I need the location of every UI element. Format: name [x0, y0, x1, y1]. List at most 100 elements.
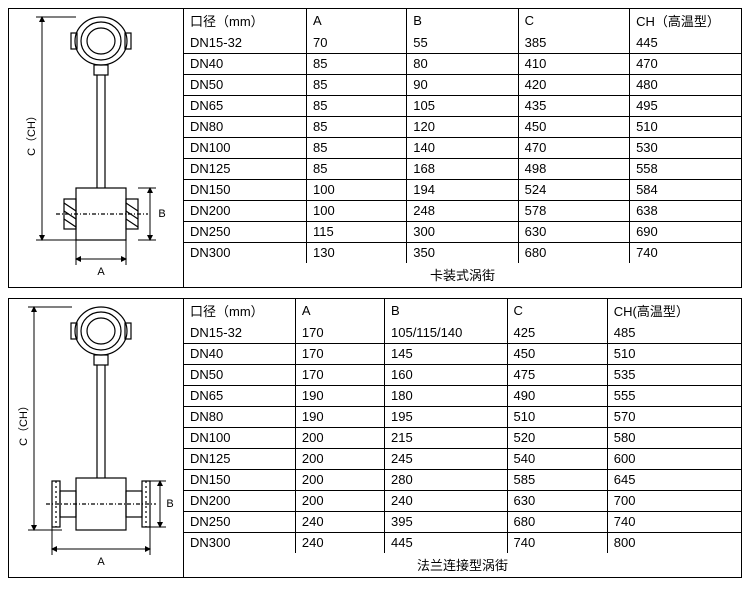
- cell: 190: [295, 406, 384, 427]
- table-row: DN300240445740800: [184, 532, 741, 553]
- cell: 490: [507, 385, 607, 406]
- cell: DN200: [184, 200, 307, 221]
- cell: 580: [607, 427, 741, 448]
- cell: 350: [407, 242, 518, 263]
- cell: 498: [518, 158, 629, 179]
- cell: 450: [507, 343, 607, 364]
- cell: 115: [307, 221, 407, 242]
- cell: 280: [385, 469, 508, 490]
- cell: 445: [385, 532, 508, 553]
- cell: 170: [295, 322, 384, 343]
- table-row: DN250115300630690: [184, 221, 741, 242]
- cell: DN200: [184, 490, 295, 511]
- column-header: B: [385, 299, 508, 322]
- table-row: DN408580410470: [184, 53, 741, 74]
- cell: 215: [385, 427, 508, 448]
- column-header: 口径（mm）: [184, 299, 295, 322]
- cell: 638: [630, 200, 741, 221]
- table-row: DN125200245540600: [184, 448, 741, 469]
- cell: DN300: [184, 242, 307, 263]
- cell: 85: [307, 158, 407, 179]
- cell: 535: [607, 364, 741, 385]
- dim-c-label: C（CH）: [25, 110, 38, 156]
- cell: 450: [518, 116, 629, 137]
- cell: DN100: [184, 137, 307, 158]
- cell: 410: [518, 53, 629, 74]
- table-row: DN200100248578638: [184, 200, 741, 221]
- column-header: CH（高温型）: [630, 9, 741, 32]
- cell: 200: [295, 448, 384, 469]
- cell: DN65: [184, 95, 307, 116]
- table-row: DN12585168498558: [184, 158, 741, 179]
- cell: 645: [607, 469, 741, 490]
- diagram-flange: C（CH） B A: [9, 299, 184, 577]
- table-row: DN200200240630700: [184, 490, 741, 511]
- table-row: DN6585105435495: [184, 95, 741, 116]
- column-header: 口径（mm）: [184, 9, 307, 32]
- cell: 690: [630, 221, 741, 242]
- cell: DN150: [184, 179, 307, 200]
- flange-caption: 法兰连接型涡街: [184, 553, 741, 576]
- cell: 395: [385, 511, 508, 532]
- cell: DN100: [184, 427, 295, 448]
- table-row: DN150200280585645: [184, 469, 741, 490]
- cell: 445: [630, 32, 741, 53]
- cell: 800: [607, 532, 741, 553]
- cell: 510: [630, 116, 741, 137]
- dim-a-label: A: [97, 266, 105, 278]
- column-header: CH(高温型）: [607, 299, 741, 322]
- cell: 160: [385, 364, 508, 385]
- table-row: DN250240395680740: [184, 511, 741, 532]
- cell: DN80: [184, 406, 295, 427]
- cell: DN250: [184, 511, 295, 532]
- cell: 300: [407, 221, 518, 242]
- cell: 630: [518, 221, 629, 242]
- cell: 585: [507, 469, 607, 490]
- cell: 420: [518, 74, 629, 95]
- cell: 80: [407, 53, 518, 74]
- cell: 195: [385, 406, 508, 427]
- cell: 85: [307, 95, 407, 116]
- cell: 480: [630, 74, 741, 95]
- cell: 245: [385, 448, 508, 469]
- column-header: A: [295, 299, 384, 322]
- table-row: DN65190180490555: [184, 385, 741, 406]
- cell: 120: [407, 116, 518, 137]
- cell: 570: [607, 406, 741, 427]
- cell: 248: [407, 200, 518, 221]
- panel-wafer: C（CH） B A 口径（mm）ABCCH（高温型） DN15-32705538…: [8, 8, 742, 288]
- cell: 600: [607, 448, 741, 469]
- cell: 180: [385, 385, 508, 406]
- cell: 555: [607, 385, 741, 406]
- cell: 190: [295, 385, 384, 406]
- cell: DN150: [184, 469, 295, 490]
- cell: DN50: [184, 74, 307, 95]
- cell: DN40: [184, 53, 307, 74]
- cell: 105: [407, 95, 518, 116]
- cell: 200: [295, 469, 384, 490]
- cell: 200: [295, 427, 384, 448]
- cell: 100: [307, 200, 407, 221]
- cell: 520: [507, 427, 607, 448]
- cell: DN15-32: [184, 322, 295, 343]
- cell: DN300: [184, 532, 295, 553]
- cell: 470: [518, 137, 629, 158]
- table-row: DN8085120450510: [184, 116, 741, 137]
- table-row: DN80190195510570: [184, 406, 741, 427]
- wafer-dimension-table: 口径（mm）ABCCH（高温型） DN15-327055385445DN4085…: [184, 9, 741, 286]
- cell: 105/115/140: [385, 322, 508, 343]
- dim-b-label: B: [166, 498, 173, 510]
- cell: 385: [518, 32, 629, 53]
- cell: 510: [507, 406, 607, 427]
- cell: 100: [307, 179, 407, 200]
- cell: 85: [307, 137, 407, 158]
- cell: 435: [518, 95, 629, 116]
- cell: 194: [407, 179, 518, 200]
- cell: 425: [507, 322, 607, 343]
- panel-flange: C（CH） B A 口径（mm）ABCCH(高温型） DN15-32170105…: [8, 298, 742, 578]
- cell: 740: [630, 242, 741, 263]
- cell: 130: [307, 242, 407, 263]
- cell: 540: [507, 448, 607, 469]
- cell: 170: [295, 364, 384, 385]
- cell: DN125: [184, 448, 295, 469]
